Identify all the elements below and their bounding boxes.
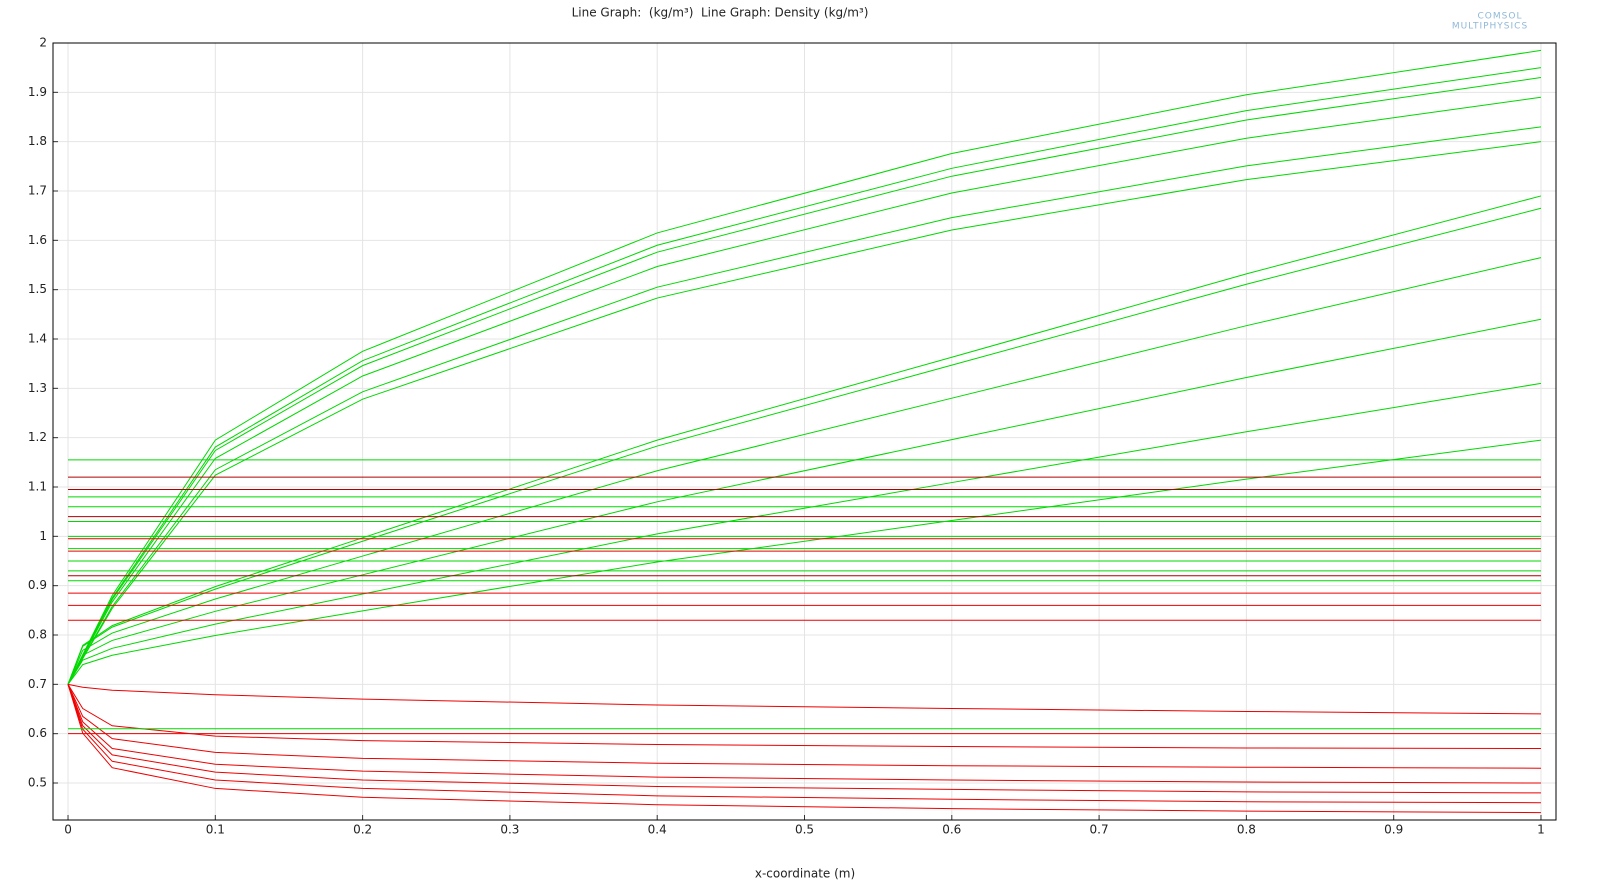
- data-line: [67, 684, 1541, 769]
- y-tick-label: 0.8: [28, 628, 47, 642]
- data-line: [67, 439, 1542, 685]
- data-line: [67, 257, 1542, 685]
- data-line: [67, 684, 1541, 794]
- y-tick-label: 0.5: [28, 776, 47, 790]
- x-tick-label: 0.1: [206, 823, 225, 837]
- data-line: [67, 684, 1541, 814]
- data-line: [67, 318, 1542, 685]
- x-tick-label: 0.7: [1090, 823, 1109, 837]
- x-tick-label: 0.3: [500, 823, 519, 837]
- data-line: [67, 195, 1542, 685]
- y-tick-label: 2: [39, 36, 47, 50]
- x-tick-label: 0.9: [1384, 823, 1403, 837]
- y-tick-label: 1.9: [28, 85, 47, 99]
- x-tick-label: 0: [64, 823, 72, 837]
- x-tick-label: 0.6: [942, 823, 961, 837]
- x-tick-label: 0.8: [1237, 823, 1256, 837]
- y-tick-label: 1.8: [28, 134, 47, 148]
- y-tick-label: 1.1: [28, 480, 47, 494]
- y-tick-label: 1.4: [28, 332, 47, 346]
- x-tick-label: 0.5: [795, 823, 814, 837]
- data-line: [67, 684, 1541, 749]
- logo-text: MULTIPHYSICS: [1452, 22, 1528, 32]
- y-tick-label: 1.3: [28, 381, 47, 395]
- y-tick-label: 0.6: [28, 726, 47, 740]
- y-tick-label: 1.5: [28, 282, 47, 296]
- data-line: [67, 382, 1542, 685]
- x-tick-label: 0.4: [648, 823, 667, 837]
- chart-title: Line Graph: (kg/m³) Line Graph: Density …: [572, 6, 869, 20]
- data-line: [67, 683, 1541, 715]
- data-line: [67, 684, 1541, 784]
- y-tick-label: 1.6: [28, 233, 47, 247]
- y-tick-label: 1: [39, 529, 47, 543]
- y-tick-label: 1.7: [28, 184, 47, 198]
- y-tick-label: 1.2: [28, 430, 47, 444]
- x-tick-label: 1: [1537, 823, 1545, 837]
- y-tick-label: 0.7: [28, 677, 47, 691]
- data-line: [67, 77, 1542, 685]
- data-line: [67, 141, 1542, 685]
- logo-text: COMSOL: [1478, 12, 1523, 22]
- data-line: [67, 207, 1542, 685]
- data-line: [67, 49, 1542, 685]
- y-tick-label: 0.9: [28, 578, 47, 592]
- plot-frame: [52, 42, 1557, 821]
- x-axis-label: x-coordinate (m): [755, 867, 855, 881]
- x-tick-label: 0.2: [353, 823, 372, 837]
- data-line: [67, 684, 1541, 804]
